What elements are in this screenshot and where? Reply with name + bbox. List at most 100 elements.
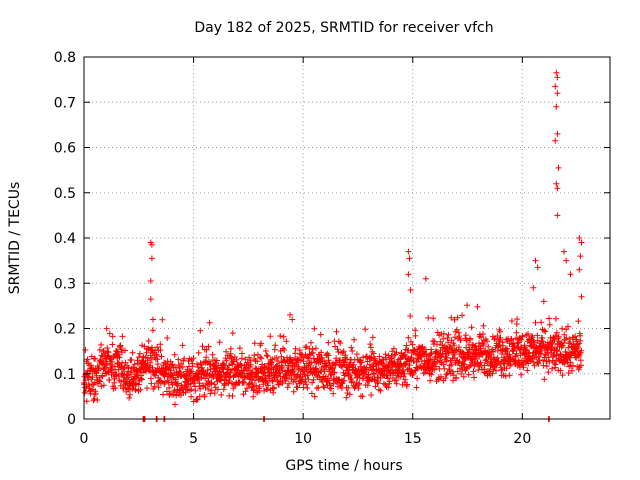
data-point [179,364,186,370]
data-point [362,326,369,333]
data-point [497,334,504,341]
data-point [187,368,194,375]
data-point [175,356,182,363]
data-point [280,333,287,340]
data-point [371,371,378,378]
data-point [539,334,546,341]
data-point [541,327,548,334]
data-point [453,374,460,381]
data-point [452,334,458,341]
data-point [109,341,116,348]
data-point [293,378,299,385]
data-point [207,366,214,373]
data-point [149,327,156,334]
data-point [565,323,571,330]
data-point [459,312,466,319]
data-point [367,344,374,351]
data-point [463,344,470,351]
data-point [194,361,200,368]
data-point [502,373,509,380]
data-point [195,376,202,383]
data-point [477,359,484,366]
data-point [258,340,264,347]
data-point [116,354,123,361]
data-point [147,296,154,303]
data-point [128,356,135,363]
data-point [92,355,99,362]
data-point [345,384,352,391]
data-point [311,393,318,400]
data-point [329,365,336,372]
data-point [148,255,155,262]
data-point [130,364,137,371]
data-point [464,302,471,309]
data-point [285,380,292,387]
data-point [422,275,429,282]
data-point [458,370,465,377]
data-point [148,380,155,387]
data-point [251,340,258,347]
data-point [370,370,377,377]
data-point [242,356,249,363]
data-point [111,375,118,382]
data-point [554,212,561,219]
data-point [578,293,585,300]
data-point [536,357,543,363]
data-point [569,367,575,374]
data-point [442,375,449,382]
data-point [456,344,462,351]
data-point [118,349,125,356]
data-point [567,338,574,345]
data-point [407,287,414,293]
data-point [273,366,280,373]
data-point [204,367,211,373]
data-point [404,381,411,388]
data-point [491,336,498,343]
data-point [546,321,553,328]
data-point [466,351,473,358]
data-point [127,391,133,398]
data-point [269,356,276,363]
data-point [178,360,185,367]
data-point [508,318,515,324]
data-point [576,340,583,347]
data-point [264,386,271,393]
data-point [328,385,335,392]
data-point [147,368,154,375]
data-point [208,387,215,394]
data-point [83,398,90,405]
data-point [158,353,165,360]
data-point [126,395,133,401]
data-point [364,382,371,389]
data-point [405,334,412,341]
data-point [172,376,179,383]
data-point [289,316,296,323]
data-point [348,344,355,351]
data-point [559,325,566,332]
data-point [128,371,135,378]
data-point [515,339,522,346]
data-point [256,383,263,390]
data-point [253,382,260,389]
data-point [99,373,106,380]
data-point [519,333,526,340]
data-point [349,348,356,354]
data-point [535,360,542,367]
data-point [546,315,553,322]
data-point [251,352,258,359]
data-point [203,346,210,353]
data-point [321,384,328,391]
data-point [522,346,529,353]
data-point [448,314,455,321]
data-point [89,374,96,381]
data-point [267,369,273,376]
data-point [462,332,469,339]
data-point [239,350,245,357]
data-point [325,339,332,346]
data-point [199,343,206,350]
data-point [118,346,124,352]
data-point [100,382,107,389]
data-point [223,357,230,364]
data-point [563,335,570,341]
